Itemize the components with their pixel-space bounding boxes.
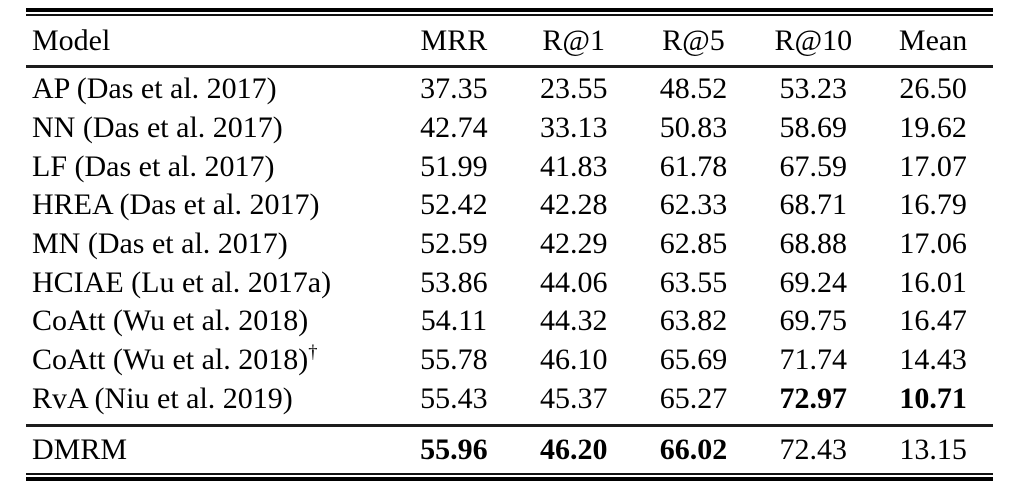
table-row-coatt-dagger: CoAtt (Wu et al. 2018)† 55.78 46.10 65.6… [26, 341, 993, 380]
header-mean: Mean [898, 23, 968, 57]
r5-cell: 62.85 [659, 227, 728, 261]
model-name: RvA (Niu et al. 2019) [32, 381, 293, 415]
header-r1: R@1 [542, 23, 606, 57]
r1-cell: 44.32 [539, 304, 608, 338]
r10-cell: 69.24 [779, 265, 848, 299]
model-cell: HREA (Das et al. 2017) [26, 190, 394, 220]
r10-cell: 69.75 [779, 304, 848, 338]
mean-cell: 19.62 [899, 111, 967, 145]
header-mrr: MRR [420, 23, 488, 57]
table-row-mn: MN (Das et al. 2017) 52.59 42.29 62.85 6… [26, 225, 993, 264]
model-cell: NN (Das et al. 2017) [26, 113, 394, 143]
r10-cell: 72.97 [779, 381, 848, 415]
mrr-cell: 42.74 [420, 111, 488, 145]
mean-cell: 13.15 [899, 433, 967, 467]
mrr-cell: 55.78 [420, 343, 488, 377]
model-cell: RvA (Niu et al. 2019) [26, 381, 394, 415]
r5-cell: 65.27 [659, 381, 728, 415]
mean-cell: 16.01 [899, 265, 967, 299]
mean-cell: 26.50 [899, 72, 967, 106]
r5-cell: 65.69 [659, 343, 728, 377]
r1-cell: 46.20 [539, 433, 608, 467]
model-cell: CoAtt (Wu et al. 2018) [26, 306, 394, 336]
model-cell: CoAtt (Wu et al. 2018)† [26, 342, 394, 377]
header-r10: R@10 [774, 23, 853, 57]
model-name: MN (Das et al. 2017) [32, 227, 288, 261]
r5-cell: 50.83 [659, 111, 728, 145]
table-row-nn: NN (Das et al. 2017) 42.74 33.13 50.83 5… [26, 109, 993, 148]
model-name: CoAtt (Wu et al. 2018) [32, 304, 309, 338]
mrr-cell: 52.42 [420, 188, 488, 222]
table-row-coatt: CoAtt (Wu et al. 2018) 54.11 44.32 63.82… [26, 302, 993, 341]
r1-cell: 42.29 [539, 227, 608, 261]
r10-cell: 68.88 [779, 227, 848, 261]
mrr-cell: 51.99 [420, 149, 488, 183]
model-name: HREA (Das et al. 2017) [32, 188, 320, 222]
r1-cell: 44.06 [539, 265, 608, 299]
table-row-hrea: HREA (Das et al. 2017) 52.42 42.28 62.33… [26, 186, 993, 225]
model-cell: MN (Das et al. 2017) [26, 229, 394, 259]
r10-cell: 68.71 [779, 188, 848, 222]
r10-cell: 58.69 [779, 111, 848, 145]
r5-cell: 63.55 [659, 265, 728, 299]
mean-cell: 14.43 [899, 343, 967, 377]
mrr-cell: 54.11 [420, 304, 488, 338]
mrr-cell: 53.86 [420, 265, 488, 299]
bottom-double-rule [26, 473, 993, 482]
model-name: LF (Das et al. 2017) [32, 149, 275, 183]
table-body: AP (Das et al. 2017) 37.35 23.55 48.52 5… [26, 68, 993, 424]
model-cell: DMRM [32, 433, 128, 467]
r1-cell: 46.10 [539, 343, 608, 377]
model-cell: LF (Das et al. 2017) [26, 149, 394, 183]
r10-cell: 71.74 [779, 343, 848, 377]
table-header-row: Model MRR R@1 R@5 R@10 Mean [26, 16, 993, 65]
model-cell: HCIAE (Lu et al. 2017a) [26, 265, 394, 299]
mean-cell: 16.47 [899, 304, 967, 338]
dagger-superscript: † [308, 342, 318, 364]
r5-cell: 48.52 [659, 72, 728, 106]
header-model: Model [32, 23, 111, 57]
table-row-hciae: HCIAE (Lu et al. 2017a) 53.86 44.06 63.5… [26, 263, 993, 302]
mrr-cell: 52.59 [420, 227, 488, 261]
mrr-cell: 55.43 [420, 381, 488, 415]
model-name: AP (Das et al. 2017) [32, 72, 277, 106]
footer-rule [26, 424, 993, 428]
model-name: NN (Das et al. 2017) [32, 111, 283, 145]
model-name: HCIAE (Lu et al. 2017a) [32, 265, 332, 299]
table-row-dmrm: DMRM 55.96 46.20 66.02 72.43 13.15 [26, 427, 993, 473]
r1-cell: 42.28 [539, 188, 608, 222]
mrr-cell: 55.96 [420, 433, 488, 467]
mean-cell: 10.71 [899, 381, 967, 415]
r10-cell: 72.43 [779, 433, 848, 467]
r5-cell: 66.02 [659, 433, 728, 467]
r10-cell: 53.23 [779, 72, 848, 106]
mean-cell: 16.79 [899, 188, 967, 222]
r5-cell: 61.78 [659, 149, 728, 183]
header-rule [26, 65, 993, 68]
r10-cell: 67.59 [779, 149, 848, 183]
r5-cell: 63.82 [659, 304, 728, 338]
model-cell: AP (Das et al. 2017) [26, 74, 394, 104]
r1-cell: 45.37 [539, 381, 608, 415]
top-double-rule [26, 8, 993, 16]
mrr-cell: 37.35 [420, 72, 488, 106]
results-table: Model MRR R@1 R@5 R@10 Mean AP (Das et a… [26, 8, 993, 482]
table-row-lf: LF (Das et al. 2017) 51.99 41.83 61.78 6… [26, 147, 993, 186]
header-r5: R@5 [662, 23, 725, 57]
r5-cell: 62.33 [659, 188, 728, 222]
mean-cell: 17.07 [899, 149, 967, 183]
table-row-rva: RvA (Niu et al. 2019) 55.43 45.37 65.27 … [26, 380, 993, 419]
mean-cell: 17.06 [899, 227, 967, 261]
r1-cell: 33.13 [539, 111, 608, 145]
model-name: CoAtt (Wu et al. 2018) [32, 343, 309, 377]
table-row-ap: AP (Das et al. 2017) 37.35 23.55 48.52 5… [26, 70, 993, 109]
r1-cell: 23.55 [539, 72, 608, 106]
r1-cell: 41.83 [539, 149, 608, 183]
